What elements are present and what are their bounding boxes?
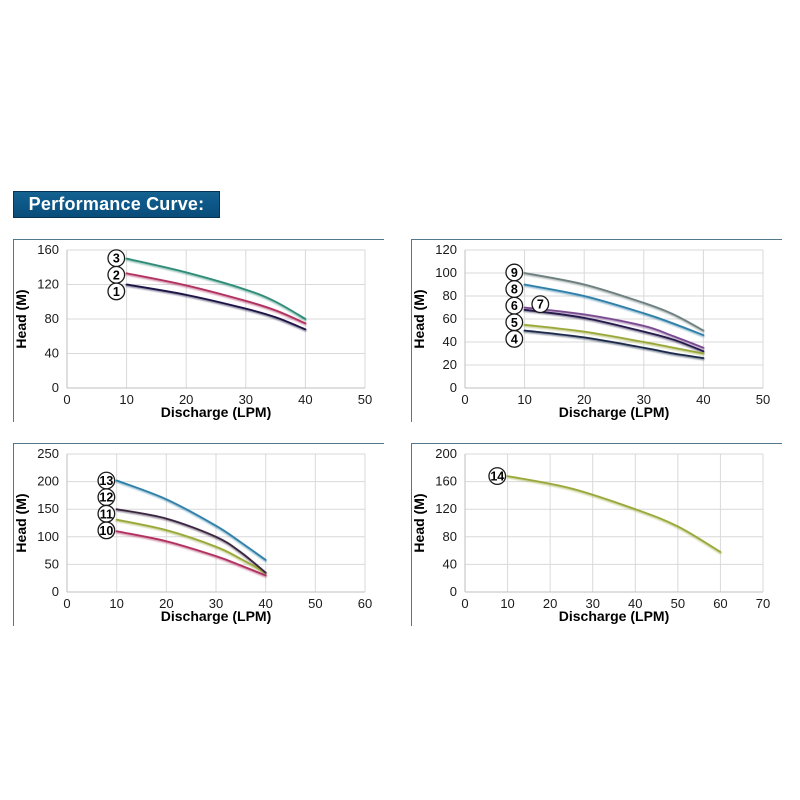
svg-text:120: 120 — [435, 242, 457, 257]
svg-text:Discharge (LPM): Discharge (LPM) — [559, 608, 669, 624]
svg-text:5: 5 — [511, 316, 518, 330]
svg-text:10: 10 — [99, 524, 113, 538]
svg-text:10: 10 — [517, 392, 531, 407]
svg-text:10: 10 — [109, 596, 123, 611]
svg-text:Head (M): Head (M) — [14, 289, 29, 348]
svg-text:120: 120 — [37, 277, 59, 292]
svg-text:0: 0 — [52, 584, 59, 599]
svg-text:14: 14 — [490, 470, 504, 484]
svg-text:3: 3 — [113, 252, 120, 266]
svg-text:40: 40 — [443, 334, 457, 349]
svg-text:70: 70 — [756, 596, 770, 611]
svg-text:Discharge (LPM): Discharge (LPM) — [161, 404, 271, 420]
svg-text:40: 40 — [443, 556, 457, 571]
svg-text:10: 10 — [119, 392, 133, 407]
svg-text:40: 40 — [696, 392, 710, 407]
svg-text:50: 50 — [308, 596, 322, 611]
svg-text:8: 8 — [511, 283, 518, 297]
svg-text:80: 80 — [45, 311, 59, 326]
svg-text:150: 150 — [37, 501, 59, 516]
svg-text:Head (M): Head (M) — [412, 289, 427, 348]
svg-text:160: 160 — [37, 242, 59, 257]
svg-text:0: 0 — [450, 380, 457, 395]
svg-text:20: 20 — [443, 357, 457, 372]
svg-text:0: 0 — [461, 596, 468, 611]
svg-text:7: 7 — [537, 298, 544, 312]
svg-text:6: 6 — [511, 299, 518, 313]
svg-text:200: 200 — [37, 474, 59, 489]
svg-text:50: 50 — [671, 596, 685, 611]
svg-text:0: 0 — [63, 392, 70, 407]
svg-text:10: 10 — [500, 596, 514, 611]
svg-text:100: 100 — [435, 265, 457, 280]
svg-text:60: 60 — [713, 596, 727, 611]
svg-text:Discharge (LPM): Discharge (LPM) — [559, 404, 669, 420]
svg-text:50: 50 — [358, 392, 372, 407]
svg-text:100: 100 — [37, 529, 59, 544]
svg-text:60: 60 — [443, 311, 457, 326]
svg-text:4: 4 — [511, 332, 518, 346]
svg-text:13: 13 — [99, 474, 113, 488]
svg-text:80: 80 — [443, 288, 457, 303]
svg-text:Head (M): Head (M) — [412, 493, 427, 552]
svg-text:20: 20 — [543, 596, 557, 611]
svg-text:Head (M): Head (M) — [14, 493, 29, 552]
svg-text:120: 120 — [435, 501, 457, 516]
svg-text:0: 0 — [63, 596, 70, 611]
svg-text:40: 40 — [298, 392, 312, 407]
svg-text:160: 160 — [435, 474, 457, 489]
svg-text:11: 11 — [100, 507, 113, 521]
svg-text:12: 12 — [99, 491, 113, 505]
svg-text:200: 200 — [435, 446, 457, 461]
svg-text:250: 250 — [37, 446, 59, 461]
svg-text:2: 2 — [113, 268, 120, 282]
svg-text:0: 0 — [52, 380, 59, 395]
svg-text:60: 60 — [358, 596, 372, 611]
svg-text:50: 50 — [45, 556, 59, 571]
svg-text:0: 0 — [450, 584, 457, 599]
svg-text:50: 50 — [756, 392, 770, 407]
svg-text:40: 40 — [45, 346, 59, 361]
svg-text:9: 9 — [511, 266, 518, 280]
svg-text:Discharge (LPM): Discharge (LPM) — [161, 608, 271, 624]
svg-text:0: 0 — [461, 392, 468, 407]
svg-text:1: 1 — [113, 285, 120, 299]
svg-text:80: 80 — [443, 529, 457, 544]
